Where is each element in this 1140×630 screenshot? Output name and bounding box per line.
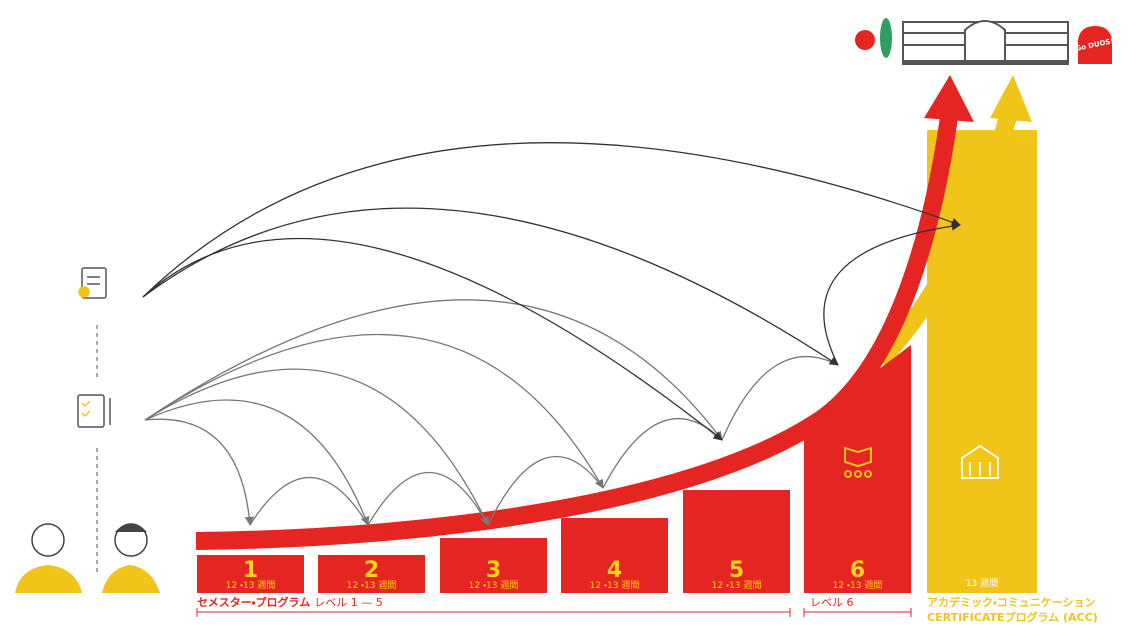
level-duration: 12 ・13 週間 <box>469 580 519 591</box>
yellow-arrowhead <box>990 75 1032 122</box>
semester-bold: セメスター・プログラム <box>197 595 310 609</box>
level-bar <box>440 538 547 593</box>
level-bar <box>197 555 304 593</box>
level-bar <box>683 490 790 593</box>
level-number: 5 <box>729 558 744 583</box>
level-number: 6 <box>850 558 865 583</box>
semester-bracket <box>196 608 791 617</box>
level6-bracket <box>803 608 912 617</box>
semester-label: セメスター・プログラム レベル 1 — 5 <box>197 595 383 609</box>
yellow-curve <box>873 107 1019 367</box>
level-duration: 12 ・13 週間 <box>590 580 640 591</box>
semester-levels: レベル 1 — 5 <box>314 596 383 609</box>
red-arrowhead <box>924 75 974 122</box>
reading-icon <box>844 446 872 478</box>
acc-label-1: アカデミック・コミュニケーション <box>927 595 1096 609</box>
level-number: 3 <box>486 558 501 583</box>
campus-icon: Go DUOS! <box>855 18 1114 65</box>
acc-duration: 13 週間 <box>966 578 998 589</box>
level-bar <box>561 518 668 593</box>
level-duration: 12 ・13 週間 <box>833 580 883 591</box>
level-bar <box>318 555 425 593</box>
level-duration: 12 ・13 週間 <box>712 580 762 591</box>
level-number: 4 <box>607 558 622 583</box>
red-curve <box>195 108 959 550</box>
acc-label-2: CERTIFICATEプログラム (ACC) <box>927 610 1098 624</box>
dark-arcs <box>142 142 961 441</box>
level-duration: 12 ・13 週間 <box>226 580 276 591</box>
checklist-icon <box>77 394 111 428</box>
level6-label: レベル 6 <box>810 596 854 609</box>
grey-arcs <box>144 299 839 526</box>
level-number: 1 <box>243 558 258 583</box>
certificate-icon <box>78 267 107 299</box>
level-number: 2 <box>364 558 379 583</box>
students-icon <box>15 523 160 593</box>
building-icon <box>961 444 999 479</box>
level-duration: 12 ・13 週間 <box>347 580 397 591</box>
